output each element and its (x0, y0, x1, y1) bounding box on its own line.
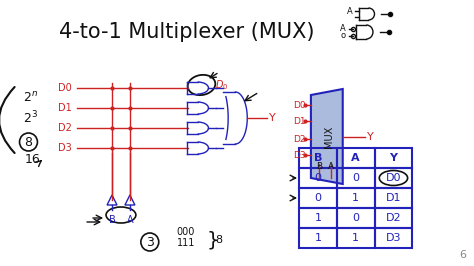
Text: D2: D2 (386, 213, 401, 223)
Text: 8: 8 (25, 135, 33, 148)
Text: D2: D2 (293, 135, 306, 143)
Bar (374, 228, 412, 248)
Bar (374, 148, 412, 168)
Text: 6: 6 (459, 250, 466, 260)
Text: 8: 8 (216, 235, 223, 245)
Text: 1: 1 (352, 193, 359, 203)
Text: $2^3$: $2^3$ (22, 110, 37, 126)
Bar (299, 148, 337, 168)
Text: 000: 000 (177, 227, 195, 237)
Text: Y: Y (269, 113, 276, 123)
Text: A: A (340, 24, 346, 33)
Text: B: B (109, 215, 115, 225)
Bar (337, 228, 374, 248)
Text: D0: D0 (58, 83, 72, 93)
Bar (337, 148, 374, 168)
Text: 4-to-1 Multiplexer (MUX): 4-to-1 Multiplexer (MUX) (59, 22, 314, 42)
Text: D0: D0 (386, 173, 401, 183)
Text: 16: 16 (25, 153, 40, 166)
Text: A: A (351, 153, 360, 163)
Bar (299, 208, 337, 228)
Polygon shape (311, 89, 343, 184)
Bar (337, 208, 374, 228)
Text: A: A (347, 6, 353, 15)
Text: 1: 1 (352, 233, 359, 243)
Bar (299, 228, 337, 248)
Bar (337, 168, 374, 188)
Bar (299, 188, 337, 208)
Text: $2^n$: $2^n$ (22, 91, 37, 105)
Text: D3: D3 (58, 143, 72, 153)
Text: D1: D1 (58, 103, 72, 113)
Text: 111: 111 (177, 238, 195, 248)
Text: D1: D1 (293, 117, 306, 126)
Text: 1: 1 (314, 233, 321, 243)
Text: D3: D3 (293, 151, 306, 160)
Text: B: B (316, 162, 322, 171)
Text: D1: D1 (386, 193, 401, 203)
Bar (374, 208, 412, 228)
Bar (337, 188, 374, 208)
Text: A: A (127, 215, 133, 225)
Text: D2: D2 (58, 123, 72, 133)
Bar (374, 188, 412, 208)
Text: Y: Y (366, 131, 374, 142)
Text: $D_0$: $D_0$ (216, 78, 229, 92)
Bar (299, 168, 337, 188)
Text: MUX: MUX (324, 125, 334, 148)
Text: 0: 0 (314, 173, 321, 183)
Bar (374, 168, 412, 188)
Text: 0: 0 (314, 193, 321, 203)
Text: B: B (314, 153, 322, 163)
Text: 0: 0 (352, 213, 359, 223)
Text: }: } (207, 231, 219, 250)
Text: Y: Y (390, 153, 397, 163)
Text: A: A (328, 162, 334, 171)
Text: o: o (341, 31, 346, 40)
Text: 3: 3 (146, 235, 154, 248)
Text: D3: D3 (386, 233, 401, 243)
Text: 0: 0 (352, 173, 359, 183)
Text: D0: D0 (293, 101, 306, 110)
Text: 1: 1 (314, 213, 321, 223)
